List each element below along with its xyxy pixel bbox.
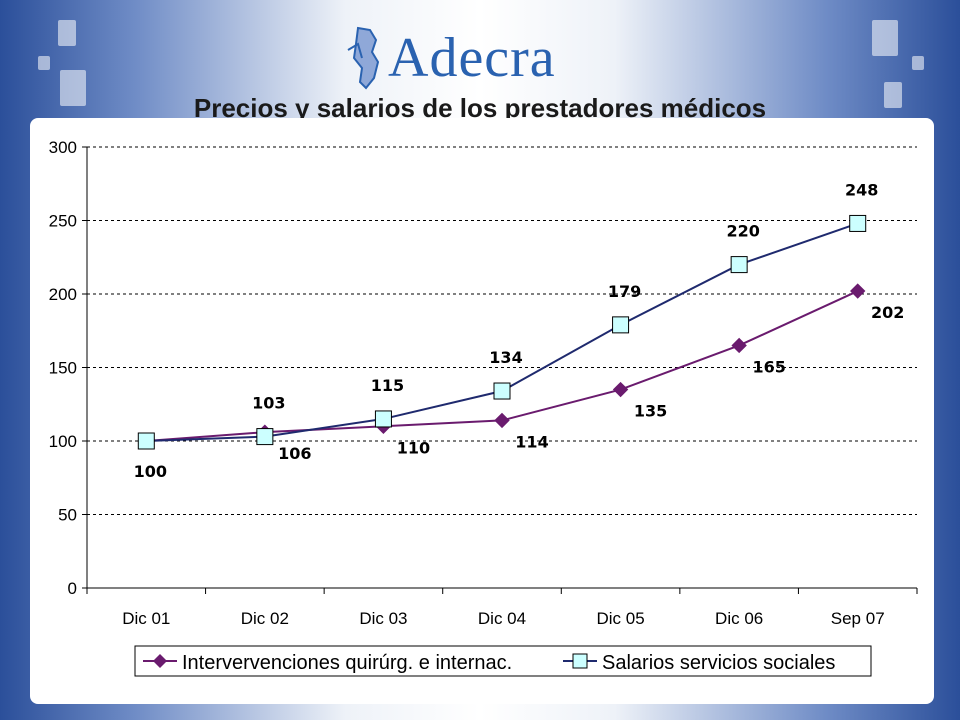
legend-marker-diamond (153, 654, 167, 668)
data-point-square (612, 316, 630, 334)
x-tick-label: Dic 01 (122, 609, 170, 628)
y-tick-label: 100 (49, 432, 77, 451)
data-point-square (256, 428, 274, 446)
y-tick-label: 0 (68, 579, 77, 598)
legend-label: Intervervenciones quirúrg. e internac. (182, 652, 512, 674)
data-label: 165 (752, 357, 785, 376)
map-emblem-icon (347, 26, 380, 90)
y-tick-label: 250 (49, 212, 77, 231)
decor-block (38, 56, 50, 70)
data-point-square (849, 214, 867, 232)
decor-block (60, 70, 86, 106)
y-tick-label: 200 (49, 285, 77, 304)
decor-block (58, 20, 76, 46)
legend-box (134, 645, 872, 677)
y-tick-label: 50 (58, 506, 77, 525)
data-label: 106 (278, 444, 311, 463)
legend-marker-square (572, 653, 588, 669)
data-label: 220 (726, 222, 759, 241)
data-label: 110 (397, 438, 430, 457)
y-tick-label: 150 (49, 359, 77, 378)
x-tick-label: Dic 04 (478, 609, 526, 628)
data-label: 248 (845, 180, 878, 199)
data-label: 103 (252, 394, 285, 413)
data-point-square (730, 256, 748, 274)
data-point-square (493, 382, 511, 400)
decor-block (884, 82, 902, 108)
data-label: 114 (515, 432, 548, 451)
data-point-diamond (731, 337, 747, 354)
data-point-diamond (850, 283, 866, 299)
decor-block (872, 20, 898, 56)
data-label: 202 (871, 303, 904, 322)
adecra-logo: Adecra (336, 22, 616, 94)
x-tick-label: Sep 07 (831, 609, 885, 628)
data-label: 100 (134, 462, 167, 481)
legend-label: Salarios servicios sociales (602, 652, 835, 674)
x-tick-label: Dic 06 (715, 609, 763, 628)
decor-block (912, 56, 924, 70)
data-label: 115 (371, 376, 404, 395)
x-tick-label: Dic 05 (596, 609, 644, 628)
data-point-diamond (612, 381, 629, 398)
data-point-square (374, 410, 392, 428)
y-tick-label: 300 (49, 138, 77, 157)
data-label: 135 (634, 402, 667, 421)
data-point-square (137, 432, 155, 450)
data-point-diamond (494, 412, 510, 429)
data-label: 179 (608, 282, 641, 301)
logo-text: Adecra (388, 27, 556, 89)
data-label: 134 (489, 348, 522, 367)
x-tick-label: Dic 02 (241, 609, 289, 628)
chart-panel (30, 118, 934, 704)
x-tick-label: Dic 03 (359, 609, 407, 628)
